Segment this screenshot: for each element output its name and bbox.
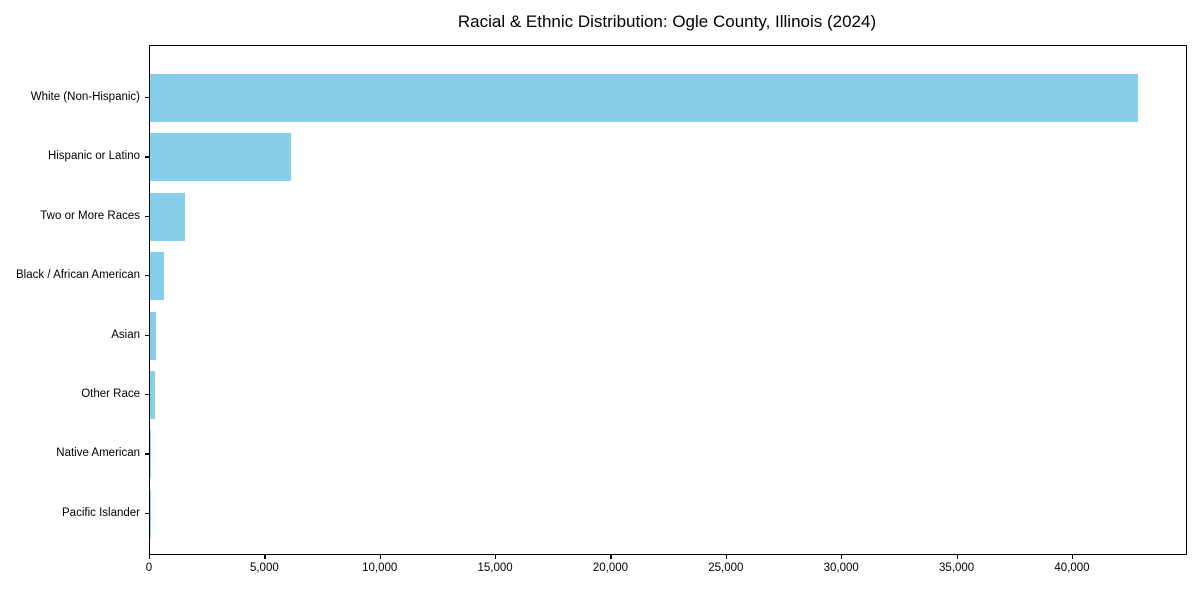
plot-area [149, 45, 1187, 555]
y-tick-mark [145, 275, 149, 277]
y-tick-mark [145, 334, 149, 336]
x-tick-mark [495, 555, 497, 559]
y-tick-label: Black / African American [16, 269, 140, 282]
y-tick-mark [145, 156, 149, 158]
x-tick-label: 25,000 [708, 562, 744, 574]
bar [150, 74, 1138, 122]
bar [150, 192, 185, 241]
y-tick-label: Native American [56, 447, 140, 460]
y-tick-label: Pacific Islander [62, 506, 140, 519]
bar [150, 311, 157, 360]
x-tick-label: 15,000 [477, 562, 513, 574]
x-tick-label: 5,000 [249, 562, 279, 574]
bar [150, 430, 151, 479]
y-tick-mark [145, 512, 149, 514]
y-tick-mark [145, 394, 149, 396]
x-tick-mark [956, 555, 958, 559]
y-tick-mark [145, 97, 149, 99]
x-tick-mark [1071, 555, 1074, 559]
x-tick-label: 35,000 [938, 562, 975, 574]
x-tick-label: 30,000 [823, 562, 859, 574]
y-tick-mark [145, 453, 149, 455]
x-tick-label: 40,000 [1054, 562, 1090, 574]
chart-title: Racial & Ethnic Distribution: Ogle Count… [457, 12, 877, 31]
y-tick-label: Two or More Races [40, 209, 140, 222]
x-tick-mark [264, 555, 266, 559]
bar [150, 371, 155, 419]
y-tick-label: Asian [111, 328, 140, 341]
bar [150, 252, 165, 301]
x-tick-mark [610, 555, 612, 559]
y-tick-label: Hispanic or Latino [47, 150, 140, 163]
x-tick-mark [841, 555, 843, 559]
x-tick-mark [149, 555, 151, 559]
x-tick-label: 10,000 [362, 562, 398, 574]
x-tick-mark [725, 555, 728, 559]
bar [150, 133, 291, 182]
y-tick-mark [145, 215, 149, 217]
y-tick-label: Other Race [81, 388, 140, 400]
y-tick-label: White (Non-Hispanic) [30, 91, 140, 103]
x-tick-mark [379, 555, 381, 559]
x-tick-label: 0 [145, 562, 153, 574]
x-tick-label: 20,000 [592, 562, 629, 574]
